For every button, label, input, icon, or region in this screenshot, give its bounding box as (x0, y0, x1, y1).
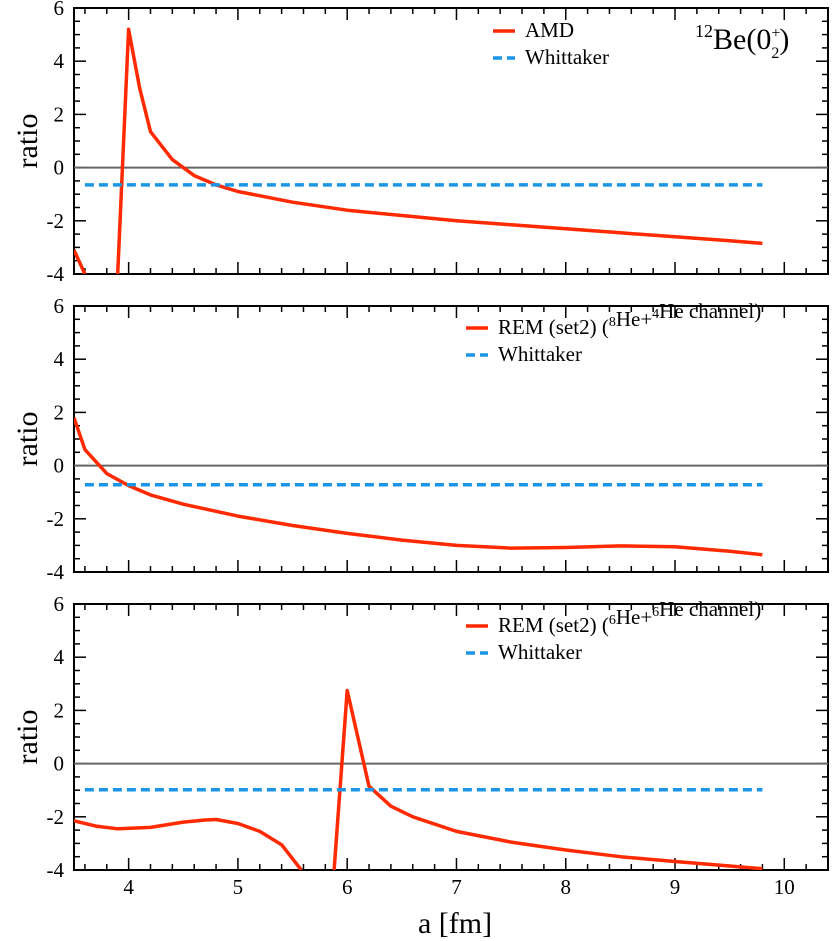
nucleus-annotation: 12Be(0+ 2) (695, 21, 789, 62)
y-tick-label: -2 (47, 805, 65, 829)
y-tick-label: -2 (47, 507, 65, 531)
x-tick-label: 8 (560, 875, 571, 899)
y-tick-label: 2 (54, 698, 65, 722)
legend: REM (set2) (6He+6He channel) Whittaker (466, 597, 761, 664)
model-series-line (332, 688, 763, 870)
legend-entry: REM (set2) (6He+6He channel) (498, 597, 761, 637)
y-tick-label: -4 (47, 262, 65, 286)
legend: REM (set2) (8He+4He channel) Whittaker (466, 299, 761, 366)
legend-entry: Whittaker (498, 640, 582, 664)
y-tick-label: 4 (54, 347, 65, 371)
y-tick-label: 0 (54, 752, 65, 776)
panels: -4 -2 0 2 4 6 ratio AMD Whittaker 12Be(0+ 2) -4 -2 0 2… (11, 0, 829, 899)
x-tick-label: 4 (123, 875, 134, 899)
model-series-line (74, 817, 303, 870)
x-tick-label: 5 (233, 875, 244, 899)
model-series-line (74, 417, 763, 557)
legend-entry: Whittaker (498, 342, 582, 366)
panel-bottom: -4 -2 0 2 4 6 4 5 6 7 8 9 10 ratio REM (set2) (6He+6He… (11, 592, 829, 899)
y-tick-label: 4 (54, 645, 65, 669)
x-tick-label: 9 (670, 875, 681, 899)
y-tick-label: -2 (47, 209, 65, 233)
legend-entry: REM (set2) (8He+4He channel) (498, 299, 761, 339)
y-axis-label: ratio (11, 412, 44, 467)
y-axis-label: ratio (11, 710, 44, 765)
model-series-line (115, 27, 763, 274)
legend-entry: Whittaker (525, 45, 609, 69)
panel-middle: -4 -2 0 2 4 6 ratio REM (set2) (8He+4He channel… (11, 294, 829, 584)
y-tick-label: 2 (54, 400, 65, 424)
legend-entry: AMD (525, 18, 574, 42)
y-tick-label: 6 (54, 294, 65, 318)
y-tick-label: 6 (54, 0, 65, 20)
x-tick-label: 6 (342, 875, 353, 899)
y-tick-label: -4 (47, 560, 65, 584)
y-tick-label: -4 (47, 858, 65, 882)
y-axis-label: ratio (11, 114, 44, 169)
panel-top: -4 -2 0 2 4 6 ratio AMD Whittaker 12Be(0+ 2) (11, 0, 829, 286)
x-axis-label: a [fm] (418, 907, 492, 940)
y-tick-label: 0 (54, 156, 65, 180)
x-tick-label: 7 (451, 875, 462, 899)
model-series-line (74, 249, 87, 274)
x-tick-label: 10 (774, 875, 795, 899)
legend: AMD Whittaker (493, 18, 609, 69)
plot-frame (73, 305, 829, 573)
y-tick-label: 6 (54, 592, 65, 616)
y-tick-label: 0 (54, 454, 65, 478)
y-tick-label: 4 (54, 49, 65, 73)
y-tick-label: 2 (54, 102, 65, 126)
